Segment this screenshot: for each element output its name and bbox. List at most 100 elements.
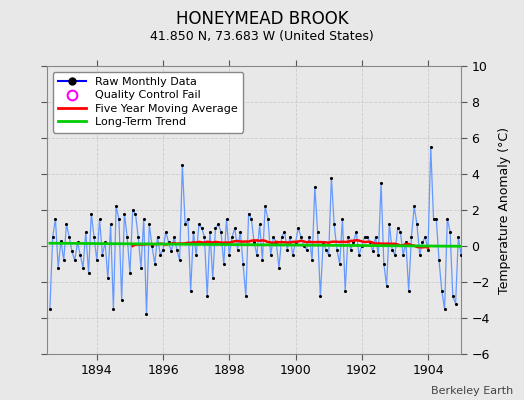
Point	[302, 246, 311, 253]
Point	[62, 221, 71, 228]
Point	[421, 234, 430, 240]
Point	[479, 216, 487, 222]
Point	[247, 216, 256, 222]
Point	[244, 210, 253, 217]
Point	[269, 234, 278, 240]
Point	[507, 257, 515, 264]
Point	[418, 239, 427, 246]
Point	[313, 228, 322, 235]
Point	[463, 225, 471, 231]
Point	[465, 252, 474, 258]
Point	[211, 225, 220, 231]
Point	[482, 198, 490, 204]
Point	[173, 246, 181, 253]
Point	[424, 246, 432, 253]
Point	[261, 203, 269, 210]
Point	[236, 228, 245, 235]
Point	[134, 234, 143, 240]
Point	[90, 234, 99, 240]
Point	[200, 234, 209, 240]
Point	[106, 221, 115, 228]
Point	[233, 246, 242, 253]
Point	[286, 234, 294, 240]
Point	[429, 216, 438, 222]
Point	[372, 234, 380, 240]
Point	[87, 210, 95, 217]
Point	[380, 261, 388, 267]
Point	[128, 207, 137, 213]
Point	[405, 288, 413, 294]
Point	[413, 221, 421, 228]
Point	[410, 203, 418, 210]
Point	[203, 293, 211, 300]
Point	[214, 221, 223, 228]
Point	[198, 225, 206, 231]
Point	[76, 252, 84, 258]
Point	[267, 252, 275, 258]
Point	[399, 252, 407, 258]
Point	[361, 234, 369, 240]
Point	[443, 216, 452, 222]
Point	[319, 239, 328, 246]
Point	[123, 234, 132, 240]
Point	[297, 234, 305, 240]
Point	[225, 252, 234, 258]
Point	[316, 293, 324, 300]
Point	[181, 221, 189, 228]
Point	[93, 257, 101, 264]
Point	[487, 306, 496, 312]
Point	[490, 288, 498, 294]
Point	[217, 228, 225, 235]
Point	[170, 234, 178, 240]
Point	[57, 237, 65, 244]
Point	[79, 264, 87, 271]
Point	[206, 228, 214, 235]
Point	[471, 228, 479, 235]
Point	[65, 234, 73, 240]
Point	[446, 228, 454, 235]
Point	[71, 257, 79, 264]
Point	[120, 210, 128, 217]
Point	[289, 252, 297, 258]
Point	[451, 300, 460, 307]
Point	[68, 248, 76, 255]
Point	[327, 174, 335, 181]
Point	[95, 216, 104, 222]
Point	[258, 257, 267, 264]
Point	[454, 234, 463, 240]
Point	[432, 216, 441, 222]
Point	[84, 270, 93, 276]
Point	[407, 234, 416, 240]
Legend: Raw Monthly Data, Quality Control Fail, Five Year Moving Average, Long-Term Tren: Raw Monthly Data, Quality Control Fail, …	[53, 72, 243, 133]
Point	[377, 180, 385, 186]
Point	[132, 210, 140, 217]
Point	[264, 216, 272, 222]
Point	[402, 239, 410, 246]
Point	[192, 252, 200, 258]
Point	[137, 264, 145, 271]
Point	[341, 288, 350, 294]
Point	[485, 257, 493, 264]
Point	[161, 228, 170, 235]
Point	[311, 183, 319, 190]
Point	[156, 252, 165, 258]
Point	[498, 252, 507, 258]
Point	[493, 252, 501, 258]
Point	[256, 221, 264, 228]
Point	[324, 252, 333, 258]
Point	[101, 239, 110, 246]
Point	[294, 225, 302, 231]
Point	[49, 234, 57, 240]
Point	[104, 275, 112, 282]
Point	[272, 239, 280, 246]
Y-axis label: Temperature Anomaly (°C): Temperature Anomaly (°C)	[498, 126, 511, 294]
Point	[388, 246, 396, 253]
Point	[385, 221, 394, 228]
Point	[460, 234, 468, 240]
Point	[346, 246, 355, 253]
Point	[112, 203, 121, 210]
Point	[51, 216, 60, 222]
Point	[176, 257, 184, 264]
Point	[239, 261, 247, 267]
Point	[167, 248, 176, 255]
